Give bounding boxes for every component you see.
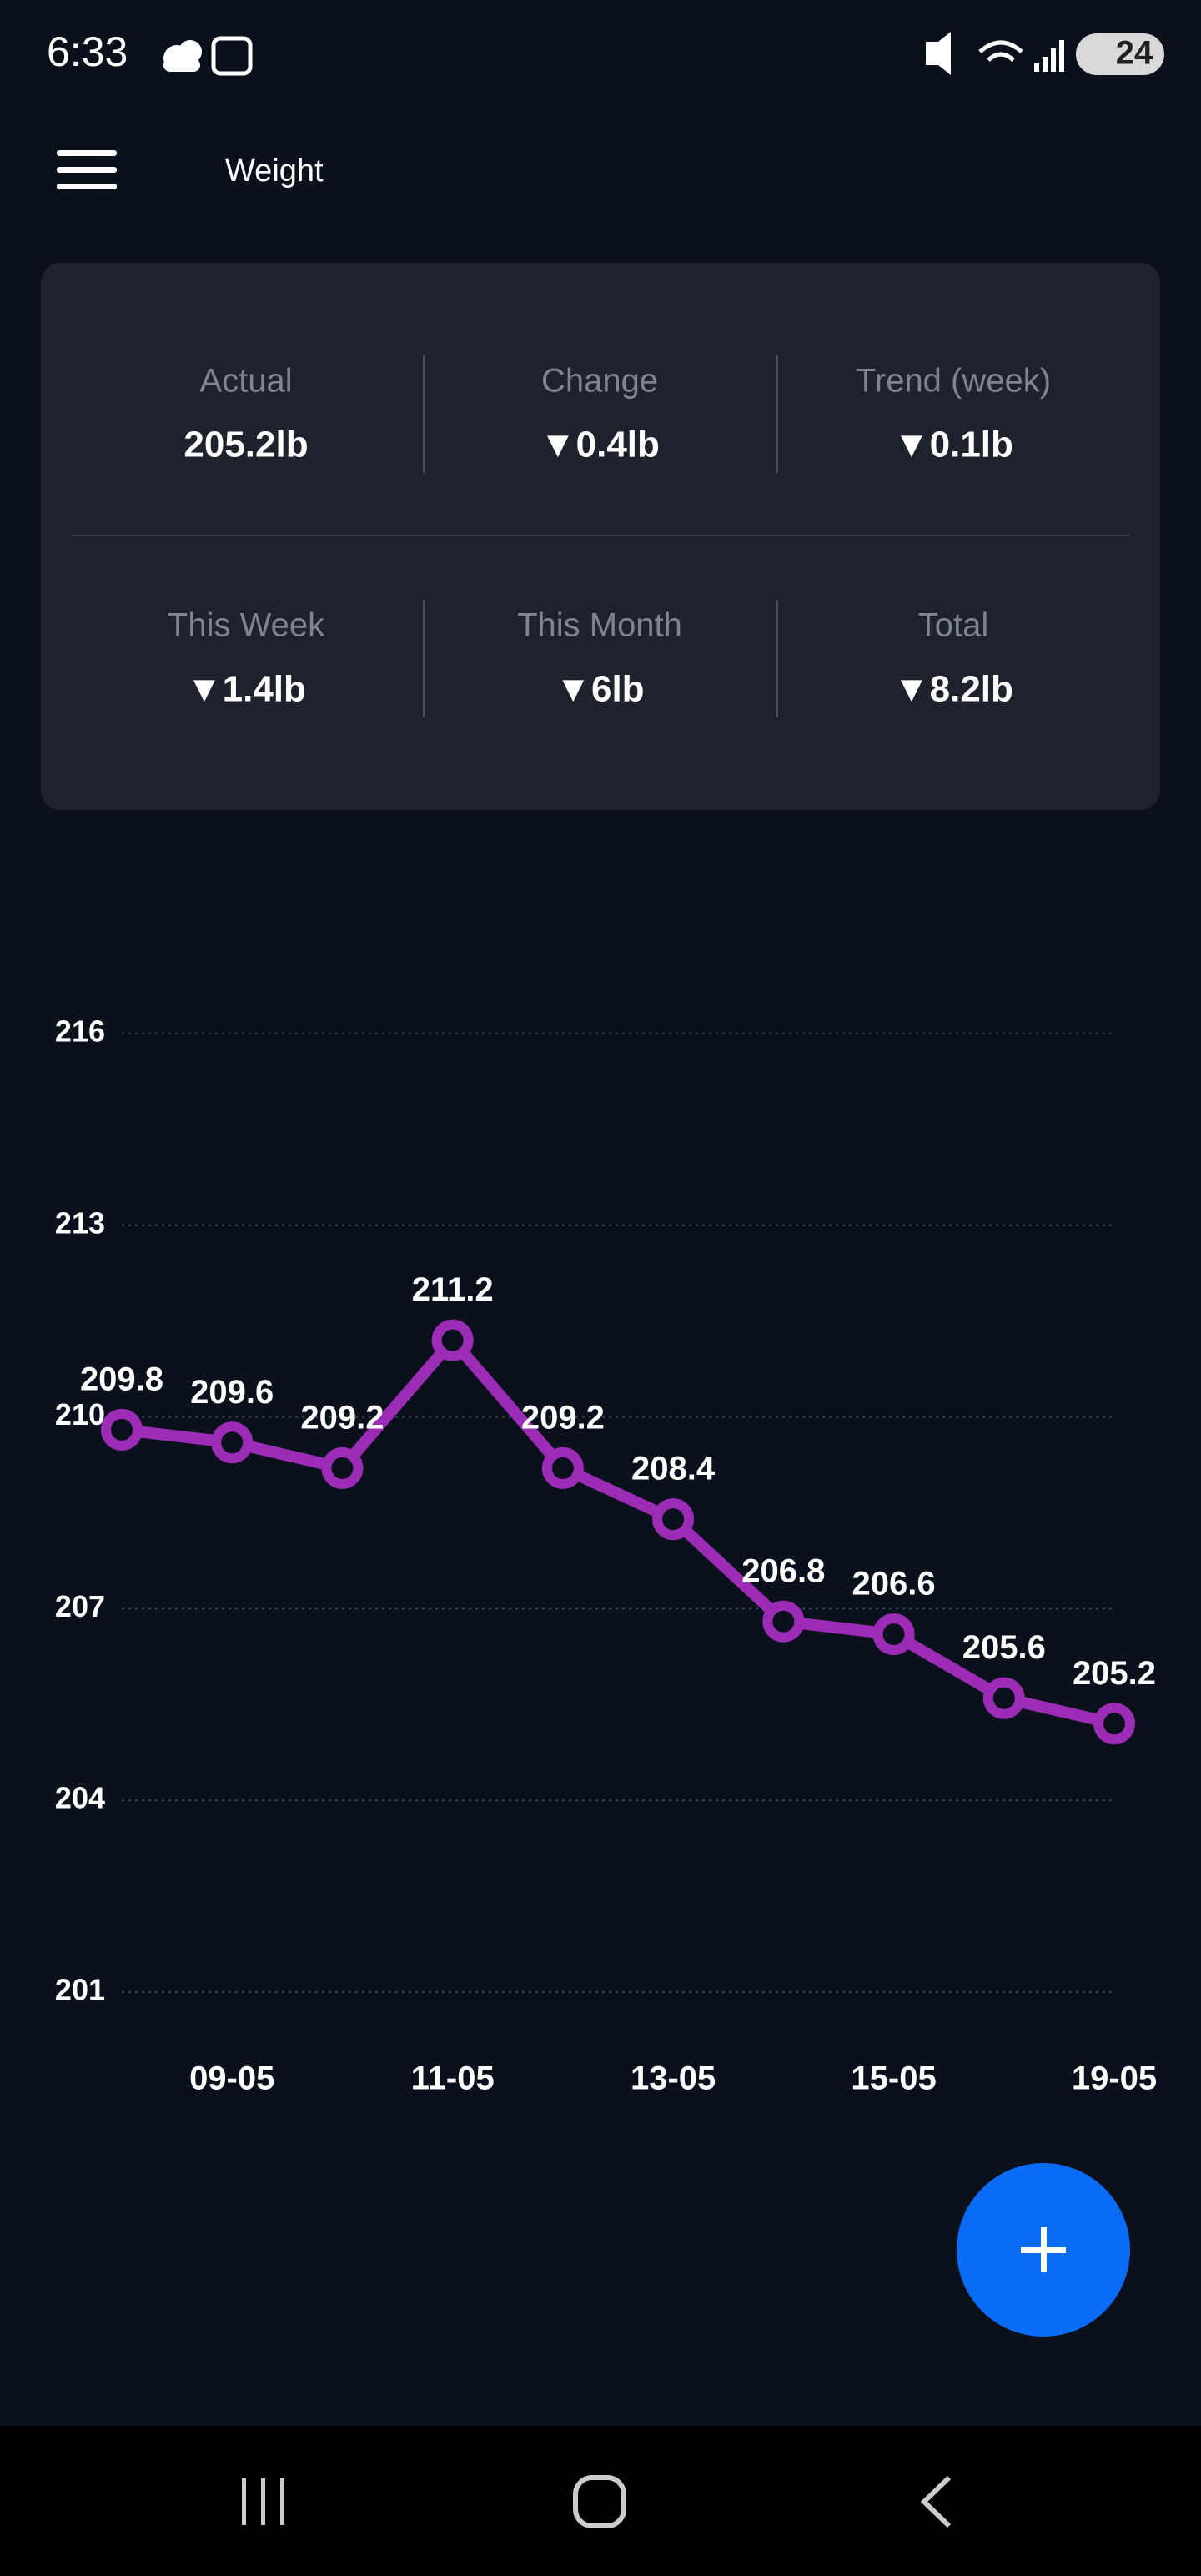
nav-recents[interactable]	[242, 2478, 284, 2525]
point	[1093, 1703, 1135, 1745]
value-label: 209.8	[80, 1361, 163, 1397]
value-label: 206.6	[852, 1566, 936, 1602]
y-tick-label: 213	[55, 1205, 105, 1240]
x-tick-label: 15-05	[851, 2060, 936, 2097]
x-tick-label: 11-05	[411, 2060, 495, 2097]
chart: 201 204 207 210 213 216 09-05 11-05 13-05 15-05 19…	[55, 1014, 1157, 2097]
battery-level: 24	[1116, 35, 1153, 72]
stat-value: ▼0.4lb	[540, 425, 660, 465]
x-tick-label: 19-05	[1072, 2060, 1157, 2097]
stat-value: ▼0.1lb	[893, 425, 1013, 465]
y-tick-label: 201	[55, 1973, 105, 2007]
point	[652, 1498, 695, 1541]
stat-value: 205.2lb	[183, 425, 308, 465]
status-icons	[163, 32, 1164, 76]
point	[211, 1421, 254, 1464]
point	[431, 1319, 474, 1361]
stats-grid: Actual 205.2lb Change ▼0.4lb Trend (week) ▼0.…	[168, 355, 1051, 717]
stat-label: Actual	[199, 363, 292, 400]
y-tick-label: 216	[55, 1014, 105, 1049]
stat-value: ▼1.4lb	[186, 669, 306, 710]
value-label: 205.6	[962, 1629, 1046, 1666]
stat-value: ▼8.2lb	[893, 669, 1013, 710]
header-title: Weight	[225, 153, 324, 189]
stat-label: This Week	[168, 607, 325, 644]
point	[982, 1677, 1025, 1719]
point	[541, 1446, 584, 1489]
line	[121, 1334, 1116, 1730]
add-button[interactable]	[957, 2163, 1130, 2337]
x-tick-label: 09-05	[189, 2060, 274, 2097]
value-label: 209.2	[521, 1399, 605, 1436]
value-label: 209.2	[300, 1399, 384, 1436]
stat-label: Trend (week)	[856, 363, 1051, 400]
stat-value: ▼6lb	[555, 669, 644, 710]
y-tick-label: 210	[55, 1397, 105, 1431]
value-label: 208.4	[631, 1451, 716, 1487]
value-label: 209.6	[190, 1374, 274, 1411]
x-tick-label: 13-05	[631, 2060, 716, 2097]
y-tick-label: 204	[55, 1781, 105, 1815]
point	[872, 1613, 915, 1656]
point	[762, 1600, 805, 1643]
value-label: 205.2	[1073, 1655, 1156, 1692]
menu-button[interactable]	[57, 150, 117, 189]
status-time: 6:33	[47, 28, 128, 75]
value-label: 206.8	[741, 1552, 825, 1589]
point	[101, 1408, 143, 1451]
nav-back[interactable]	[920, 2475, 952, 2528]
stat-label: This Month	[517, 607, 682, 644]
point	[321, 1446, 364, 1489]
stat-label: Total	[918, 607, 989, 644]
nav-home[interactable]	[573, 2475, 626, 2528]
value-label: 211.2	[412, 1271, 494, 1308]
y-tick-label: 207	[55, 1589, 105, 1623]
nav-bar	[0, 2426, 1201, 2576]
stat-label: Change	[541, 363, 658, 400]
